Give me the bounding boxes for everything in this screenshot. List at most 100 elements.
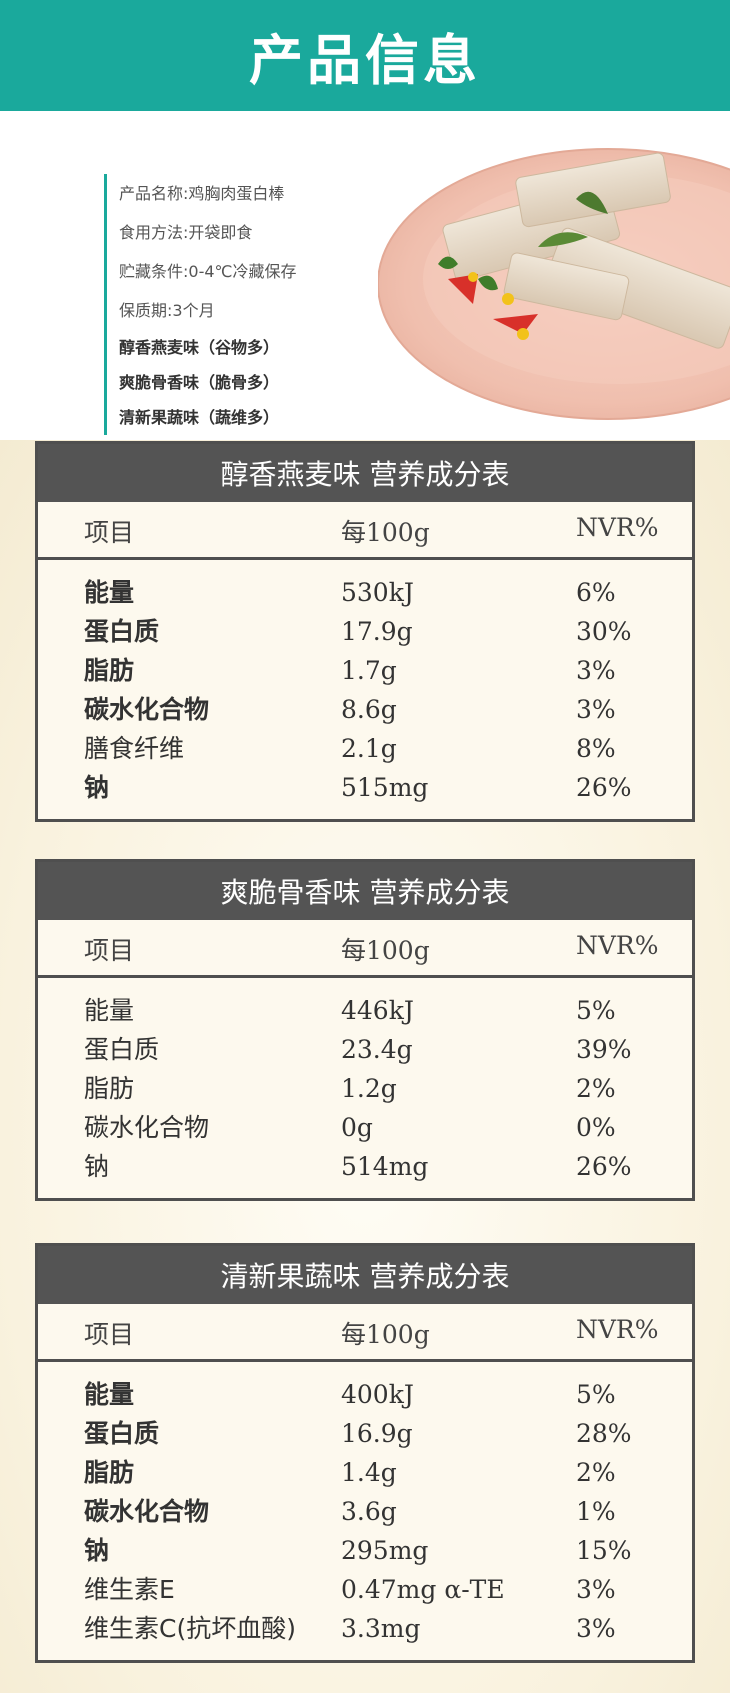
product-info-item: 食用方法:开袋即食 (119, 223, 253, 242)
table-row: 能量 400kJ 5% (38, 1375, 692, 1414)
product-info-item: 产品名称:鸡胸肉蛋白棒 (119, 184, 285, 203)
product-plate-image (377, 148, 730, 420)
nutrient-per-100g: 400kJ (341, 1380, 414, 1409)
nutrient-nvr: 3% (576, 656, 616, 685)
nutrient-per-100g: 0g (341, 1113, 373, 1142)
nutrient-nvr: 3% (576, 695, 616, 724)
nutrient-name: 碳水化合物 (84, 1497, 210, 1526)
product-info-section: 产品名称:鸡胸肉蛋白棒 食用方法:开袋即食贮藏条件:0-4℃冷藏保存 保质期:3个月… (0, 111, 730, 440)
product-info-item: 清新果蔬味（蔬维多） (119, 408, 280, 427)
nutrient-per-100g: 3.6g (341, 1497, 397, 1526)
nutrient-nvr: 0% (576, 1113, 616, 1142)
nutrient-nvr: 3% (576, 1575, 616, 1604)
nutrition-table-title: 爽脆骨香味 营养成分表 (38, 862, 692, 920)
nutrient-per-100g: 295mg (341, 1536, 429, 1565)
nutrient-nvr: 6% (576, 578, 616, 607)
nutrient-name: 蛋白质 (84, 617, 160, 646)
nutrition-table-title: 醇香燕麦味 营养成分表 (38, 444, 692, 502)
column-item: 项目 (84, 517, 135, 547)
column-nvr: NVR% (576, 930, 659, 960)
nutrient-nvr: 2% (576, 1074, 616, 1103)
table-row: 脂肪 1.2g 2% (38, 1069, 692, 1108)
nutrient-name: 维生素C(抗坏血酸) (84, 1614, 296, 1643)
column-per-100g: 每100g (341, 517, 430, 547)
nutrient-nvr: 5% (576, 996, 616, 1025)
nutrition-table-column-header: 项目 每100g NVR% (38, 920, 692, 978)
nutrient-per-100g: 0.47mg α-TE (341, 1575, 505, 1604)
table-row: 碳水化合物 3.6g 1% (38, 1492, 692, 1531)
table-row: 维生素C(抗坏血酸) 3.3mg 3% (38, 1609, 692, 1648)
nutrient-name: 蛋白质 (84, 1035, 160, 1064)
nutrient-per-100g: 8.6g (341, 695, 397, 724)
nutrition-table-column-header: 项目 每100g NVR% (38, 1304, 692, 1362)
page-title: 产品信息 (249, 29, 481, 92)
nutrient-nvr: 5% (576, 1380, 616, 1409)
table-row: 蛋白质 17.9g 30% (38, 612, 692, 651)
column-per-100g: 每100g (341, 935, 430, 965)
nutrient-nvr: 39% (576, 1035, 632, 1064)
table-row: 钠 295mg 15% (38, 1531, 692, 1570)
nutrition-table-title: 清新果蔬味 营养成分表 (38, 1246, 692, 1304)
table-row: 钠 515mg 26% (38, 768, 692, 807)
product-info-item: 爽脆骨香味（脆骨多） (119, 373, 280, 392)
table-row: 维生素E 0.47mg α-TE 3% (38, 1570, 692, 1609)
nutrient-per-100g: 16.9g (341, 1419, 413, 1448)
nutrient-name: 钠 (84, 773, 110, 802)
nutrient-per-100g: 1.4g (341, 1458, 397, 1487)
nutrition-table: 清新果蔬味 营养成分表项目 每100g NVR% 能量 400kJ 5% 蛋白质 16.9g 2… (35, 1243, 695, 1663)
table-row: 碳水化合物 8.6g 3% (38, 690, 692, 729)
nutrient-nvr: 26% (576, 1152, 632, 1181)
nutrient-per-100g: 515mg (341, 773, 429, 802)
nutrient-nvr: 2% (576, 1458, 616, 1487)
column-item: 项目 (84, 1319, 135, 1349)
nutrient-per-100g: 1.2g (341, 1074, 397, 1103)
nutrient-name: 脂肪 (84, 1074, 135, 1103)
column-per-100g: 每100g (341, 1319, 430, 1349)
nutrient-name: 能量 (84, 996, 135, 1025)
nutrient-name: 钠 (84, 1536, 110, 1565)
nutrient-nvr: 1% (576, 1497, 616, 1526)
table-row: 脂肪 1.7g 3% (38, 651, 692, 690)
nutrition-table: 醇香燕麦味 营养成分表项目 每100g NVR% 能量 530kJ 6% 蛋白质 17.9g 3… (35, 441, 695, 822)
column-nvr: NVR% (576, 1314, 659, 1344)
nutrition-table: 爽脆骨香味 营养成分表项目 每100g NVR% 能量 446kJ 5% 蛋白质 23.4g 3… (35, 859, 695, 1201)
table-row: 膳食纤维 2.1g 8% (38, 729, 692, 768)
nutrient-nvr: 3% (576, 1614, 616, 1643)
product-info-item: 贮藏条件:0-4℃冷藏保存 (119, 262, 297, 281)
nutrient-nvr: 28% (576, 1419, 632, 1448)
nutrient-name: 脂肪 (84, 1458, 135, 1487)
table-row: 蛋白质 16.9g 28% (38, 1414, 692, 1453)
nutrient-name: 膳食纤维 (84, 734, 185, 763)
table-row: 蛋白质 23.4g 39% (38, 1030, 692, 1069)
product-photo (377, 129, 730, 429)
table-row: 碳水化合物 0g 0% (38, 1108, 692, 1147)
column-nvr: NVR% (576, 512, 659, 542)
table-row: 钠 514mg 26% (38, 1147, 692, 1186)
table-row: 能量 530kJ 6% (38, 573, 692, 612)
nutrient-name: 能量 (84, 578, 135, 607)
product-info-item: 保质期:3个月 (119, 301, 215, 320)
header-banner: 产品信息 (0, 0, 730, 111)
nutrient-name: 钠 (84, 1152, 110, 1181)
nutrient-per-100g: 23.4g (341, 1035, 413, 1064)
nutrient-name: 脂肪 (84, 656, 135, 685)
nutrient-per-100g: 17.9g (341, 617, 413, 646)
nutrient-per-100g: 446kJ (341, 996, 414, 1025)
nutrient-name: 维生素E (84, 1575, 175, 1604)
column-item: 项目 (84, 935, 135, 965)
table-row: 能量 446kJ 5% (38, 991, 692, 1030)
nutrient-name: 能量 (84, 1380, 135, 1409)
nutrient-nvr: 30% (576, 617, 632, 646)
nutrient-name: 蛋白质 (84, 1419, 160, 1448)
nutrient-nvr: 26% (576, 773, 632, 802)
nutrient-per-100g: 1.7g (341, 656, 397, 685)
nutrient-name: 碳水化合物 (84, 695, 210, 724)
nutrition-table-column-header: 项目 每100g NVR% (38, 502, 692, 560)
nutrient-nvr: 8% (576, 734, 616, 763)
product-info-list: 产品名称:鸡胸肉蛋白棒 食用方法:开袋即食贮藏条件:0-4℃冷藏保存 保质期:3个月… (104, 174, 364, 435)
nutrient-per-100g: 530kJ (341, 578, 414, 607)
table-row: 脂肪 1.4g 2% (38, 1453, 692, 1492)
nutrient-per-100g: 2.1g (341, 734, 397, 763)
nutrient-per-100g: 514mg (341, 1152, 429, 1181)
nutrient-per-100g: 3.3mg (341, 1614, 421, 1643)
